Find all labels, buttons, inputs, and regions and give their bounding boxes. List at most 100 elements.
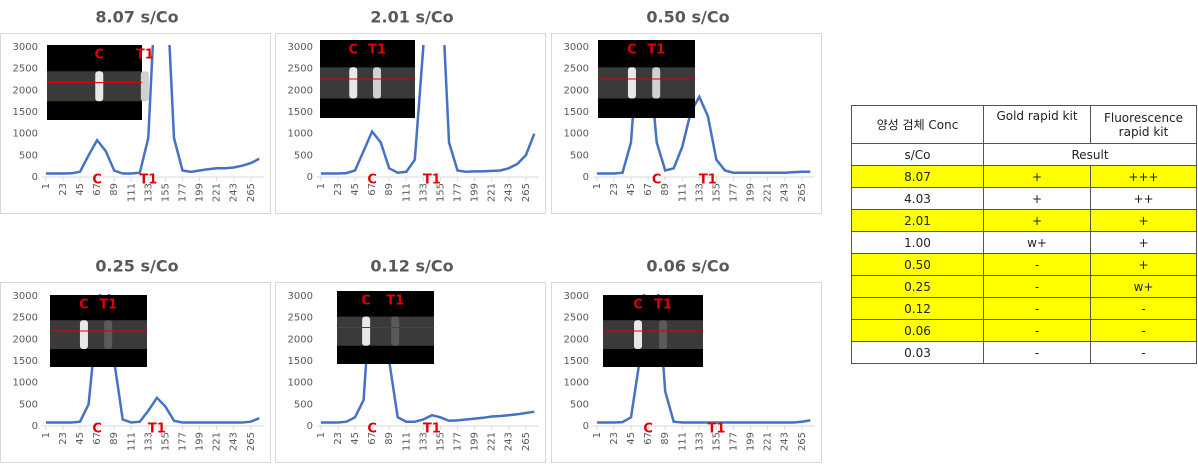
strip-band [373, 67, 381, 99]
table-cell: - [983, 341, 1091, 364]
y-tick-label: 2000 [288, 334, 313, 345]
table-cell: + [983, 165, 1091, 188]
table-cell: - [1090, 341, 1197, 364]
strip-image: C T1 [337, 291, 434, 364]
table-cell: 0.06 [851, 319, 984, 342]
strip-image: C T1 [603, 295, 703, 367]
strip-band [362, 316, 371, 346]
x-tick-label: 1 [41, 432, 52, 438]
y-tick-label: 2500 [564, 313, 589, 324]
data-line [596, 294, 811, 424]
x-tick-label: 243 [504, 432, 515, 451]
strip-band [634, 320, 642, 349]
y-tick-label: 1500 [288, 356, 313, 367]
x-tick-label: 243 [780, 183, 791, 202]
y-tick-label: 2500 [13, 313, 38, 324]
table-row: 8.07 + +++ [851, 165, 1197, 188]
table-cell: - [1090, 297, 1197, 320]
x-tick-label: 199 [470, 183, 481, 202]
y-tick-label: 0 [583, 421, 589, 432]
band-annotation: C [643, 422, 653, 437]
x-tick-label: 177 [177, 432, 188, 451]
table-cell: 4.03 [851, 187, 984, 210]
table-cell: + [1090, 231, 1197, 254]
band-annotation: T1 [139, 173, 157, 188]
header-cell: Fluorescence rapid kit [1090, 105, 1197, 144]
strip-label: C [94, 48, 104, 63]
x-tick-label: 111 [126, 183, 137, 202]
chart-title: 0.12 s/Co [370, 257, 453, 276]
y-tick-label: 3000 [13, 42, 38, 53]
x-tick-label: 177 [452, 432, 463, 451]
y-tick-label: 2000 [13, 85, 38, 96]
chart-title: 0.50 s/Co [646, 8, 729, 27]
header-cell: Gold rapid kit [983, 105, 1091, 144]
strip-image: C T1 [50, 295, 147, 367]
table-cell: 0.50 [851, 253, 984, 276]
x-tick-label: 89 [384, 183, 395, 196]
band-annotation: T1 [148, 422, 166, 437]
table-cell: - [983, 319, 1091, 342]
data-line [596, 45, 811, 175]
strip-body [598, 67, 695, 99]
table-row: 0.50- + [851, 253, 1197, 276]
table-row: 1.00 w+ + [851, 231, 1197, 254]
x-tick-label: 111 [401, 432, 412, 451]
x-tick-label: 45 [75, 183, 86, 196]
x-tick-label: 243 [504, 183, 515, 202]
chart-title: 0.06 s/Co [646, 257, 729, 276]
x-tick-label: 23 [58, 183, 69, 196]
x-tick-label: 23 [609, 183, 620, 196]
x-tick-label: 221 [212, 432, 223, 451]
y-tick-label: 0 [307, 172, 313, 183]
x-tick-label: 67 [367, 432, 378, 445]
x-tick-label: 111 [126, 432, 137, 451]
table-row: 4.03 + ++ [851, 187, 1197, 210]
band-annotation: T1 [707, 422, 725, 437]
y-tick-label: 1500 [564, 356, 589, 367]
chart-title: 0.25 s/Co [95, 257, 178, 276]
y-tick-label: 1000 [13, 129, 38, 140]
strip-label: T1 [654, 298, 672, 313]
y-tick-label: 1000 [288, 378, 313, 389]
x-tick-label: 1 [41, 183, 52, 189]
table-cell: +++ [1090, 165, 1197, 188]
x-tick-label: 155 [160, 183, 171, 202]
y-tick-label: 2000 [288, 85, 313, 96]
header-cell: 양성 검체 Conc [851, 105, 984, 144]
result-table: 양성 검체 Conc Gold rapid kit Fluorescence r… [851, 105, 1197, 364]
x-tick-label: 89 [660, 183, 671, 196]
y-tick-label: 0 [32, 421, 38, 432]
y-tick-label: 3000 [564, 291, 589, 302]
x-tick-label: 67 [367, 183, 378, 196]
strip-body [320, 67, 415, 99]
y-tick-label: 0 [32, 172, 38, 183]
y-tick-label: 1500 [13, 356, 38, 367]
y-tick-label: 2500 [288, 313, 313, 324]
chart: 0.12 s/Co 0 500 1000 1500 2000 2500 3000 1 23 45 67… [275, 257, 546, 463]
x-tick-label: 111 [401, 183, 412, 202]
strip-body [337, 316, 434, 346]
table-row: 0.06- - [851, 319, 1197, 342]
x-tick-label: 23 [333, 183, 344, 196]
x-tick-label: 67 [92, 432, 103, 445]
y-tick-label: 2000 [564, 85, 589, 96]
x-tick-label: 1 [316, 432, 327, 438]
table-cell: - [983, 275, 1091, 298]
table-cell: w+ [1090, 275, 1197, 298]
x-tick-label: 243 [780, 432, 791, 451]
strip-image: C T1 [598, 40, 695, 118]
strip-band [627, 67, 636, 99]
x-tick-label: 155 [160, 432, 171, 451]
strip-label: C [79, 298, 89, 313]
band-annotation: C [367, 422, 377, 437]
strip-label: C [361, 294, 371, 309]
y-tick-label: 1000 [288, 129, 313, 140]
x-tick-label: 67 [643, 432, 654, 445]
x-tick-label: 221 [763, 183, 774, 202]
y-tick-label: 1500 [288, 107, 313, 118]
table-cell: + [1090, 253, 1197, 276]
x-tick-label: 133 [143, 432, 154, 451]
table-cell: w+ [983, 231, 1091, 254]
y-tick-label: 1000 [564, 378, 589, 389]
